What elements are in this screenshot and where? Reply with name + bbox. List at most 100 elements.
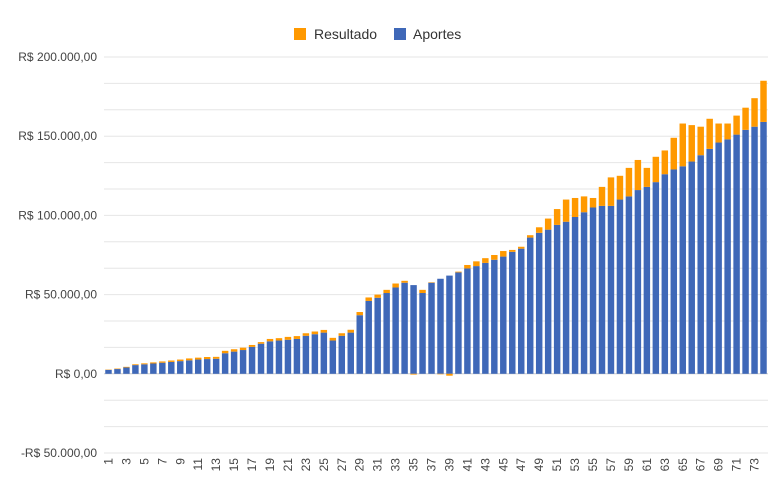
bar-aportes[interactable] (464, 268, 471, 374)
bar-resultado[interactable] (643, 167, 651, 187)
bar-aportes[interactable] (446, 275, 453, 374)
bar-aportes[interactable] (159, 362, 166, 374)
bar-aportes[interactable] (697, 155, 704, 374)
bar-aportes[interactable] (194, 359, 202, 374)
bar-aportes[interactable] (347, 332, 354, 374)
bar-resultado[interactable] (697, 126, 704, 156)
bar-aportes[interactable] (625, 196, 633, 374)
bar-resultado[interactable] (392, 283, 399, 288)
bar-aportes[interactable] (203, 359, 211, 374)
bar-aportes[interactable] (670, 169, 678, 374)
bar-resultado[interactable] (706, 118, 713, 149)
bar-aportes[interactable] (356, 315, 363, 374)
bar-aportes[interactable] (212, 358, 220, 374)
bar-resultado[interactable] (544, 218, 552, 230)
bar-aportes[interactable] (141, 364, 148, 374)
bar-resultado[interactable] (742, 107, 749, 130)
bar-aportes[interactable] (266, 341, 274, 374)
bar-aportes[interactable] (455, 272, 462, 374)
bar-aportes[interactable] (715, 142, 722, 374)
bar-aportes[interactable] (221, 353, 229, 374)
bar-aportes[interactable] (473, 266, 480, 374)
bar-resultado[interactable] (553, 209, 561, 225)
bar-resultado[interactable] (562, 199, 570, 222)
bar-aportes[interactable] (275, 340, 283, 374)
bar-resultado[interactable] (374, 294, 381, 298)
bar-resultado[interactable] (141, 363, 148, 365)
bar-resultado[interactable] (177, 359, 184, 362)
bar-resultado[interactable] (455, 271, 462, 273)
bar-aportes[interactable] (482, 262, 489, 374)
bar-resultado[interactable] (625, 167, 633, 197)
bar-resultado[interactable] (526, 235, 534, 238)
bar-resultado[interactable] (679, 123, 686, 167)
bar-resultado[interactable] (760, 80, 767, 122)
bar-aportes[interactable] (392, 287, 399, 374)
bar-aportes[interactable] (365, 300, 372, 374)
bar-resultado[interactable] (239, 347, 247, 351)
bar-aportes[interactable] (293, 338, 301, 374)
bar-resultado[interactable] (598, 186, 606, 206)
bar-aportes[interactable] (688, 161, 695, 374)
bar-aportes[interactable] (374, 297, 381, 374)
bar-aportes[interactable] (661, 174, 669, 374)
bar-resultado[interactable] (266, 338, 274, 342)
bar-resultado[interactable] (688, 125, 695, 162)
bar-resultado[interactable] (311, 331, 319, 335)
bar-aportes[interactable] (338, 335, 346, 374)
bar-resultado[interactable] (356, 312, 363, 316)
bar-aportes[interactable] (329, 340, 337, 374)
bar-resultado[interactable] (580, 196, 588, 213)
bar-resultado[interactable] (230, 349, 238, 352)
bar-resultado[interactable] (293, 336, 301, 339)
bar-resultado[interactable] (464, 264, 471, 269)
bar-aportes[interactable] (114, 369, 121, 374)
bar-resultado[interactable] (473, 261, 480, 267)
bar-aportes[interactable] (643, 186, 651, 374)
bar-aportes[interactable] (706, 148, 713, 374)
bar-aportes[interactable] (598, 205, 606, 374)
bar-aportes[interactable] (553, 224, 561, 374)
bar-aportes[interactable] (607, 205, 615, 374)
bar-aportes[interactable] (150, 363, 157, 374)
bar-aportes[interactable] (410, 285, 417, 374)
bar-aportes[interactable] (248, 346, 256, 374)
bar-resultado[interactable] (275, 338, 283, 341)
bar-resultado[interactable] (410, 373, 417, 375)
bar-resultado[interactable] (724, 123, 731, 140)
bar-aportes[interactable] (177, 361, 184, 374)
bar-aportes[interactable] (751, 126, 758, 374)
bar-aportes[interactable] (742, 129, 749, 374)
bar-resultado[interactable] (186, 358, 193, 361)
bar-resultado[interactable] (383, 289, 390, 294)
bar-resultado[interactable] (670, 137, 678, 170)
bar-resultado[interactable] (661, 150, 669, 175)
bar-aportes[interactable] (239, 350, 247, 374)
bar-aportes[interactable] (535, 232, 543, 374)
bar-resultado[interactable] (535, 227, 543, 233)
bar-aportes[interactable] (724, 139, 731, 374)
bar-aportes[interactable] (437, 278, 444, 374)
bar-resultado[interactable] (159, 361, 166, 363)
bar-resultado[interactable] (150, 362, 157, 364)
bar-resultado[interactable] (751, 98, 758, 127)
bar-resultado[interactable] (284, 336, 292, 340)
bar-aportes[interactable] (132, 365, 139, 374)
bar-resultado[interactable] (221, 350, 229, 354)
bar-aportes[interactable] (168, 361, 175, 374)
bar-resultado[interactable] (500, 251, 507, 257)
bar-resultado[interactable] (203, 357, 211, 360)
bar-resultado[interactable] (571, 197, 579, 217)
bar-resultado[interactable] (634, 159, 642, 191)
bar-aportes[interactable] (105, 369, 112, 374)
bar-aportes[interactable] (571, 216, 579, 374)
bar-aportes[interactable] (428, 282, 435, 374)
bar-aportes[interactable] (544, 229, 552, 374)
bar-aportes[interactable] (562, 221, 570, 374)
bar-resultado[interactable] (320, 329, 328, 333)
bar-aportes[interactable] (634, 190, 642, 374)
bar-resultado[interactable] (212, 356, 220, 359)
bar-aportes[interactable] (509, 251, 516, 374)
bar-aportes[interactable] (500, 256, 507, 374)
bar-resultado[interactable] (329, 337, 337, 341)
